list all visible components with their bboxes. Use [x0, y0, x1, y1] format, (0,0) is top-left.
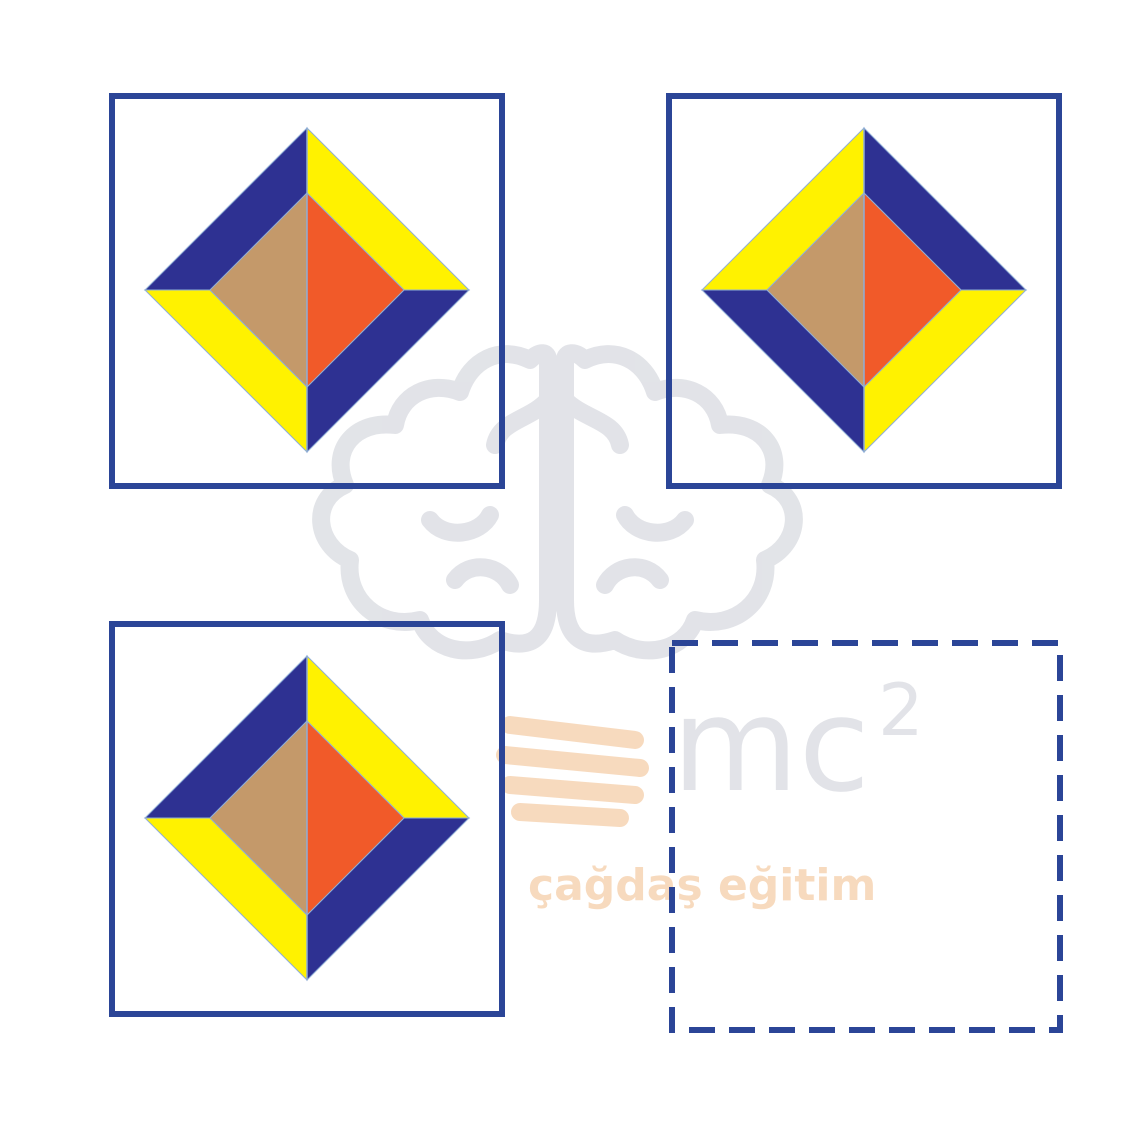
- watermark-logo: mc 2 çağdaş eğitim: [312, 344, 924, 911]
- watermark-exponent: 2: [878, 668, 924, 752]
- figure-frame: [109, 93, 505, 489]
- answer-box-frame[interactable]: [669, 640, 1063, 1033]
- bulb-base-icon: [496, 716, 649, 827]
- figure-frame: [109, 621, 505, 1017]
- brain-icon: [312, 344, 803, 660]
- figure-2: [666, 93, 1062, 489]
- figure-3: [109, 621, 505, 1017]
- watermark-brand: çağdaş eğitim: [528, 860, 876, 911]
- figure-frame: [666, 93, 1062, 489]
- figure-grid: [109, 93, 1063, 1033]
- figure-1: [109, 93, 505, 489]
- watermark-formula: mc: [672, 669, 870, 821]
- answer-box: [669, 640, 1063, 1033]
